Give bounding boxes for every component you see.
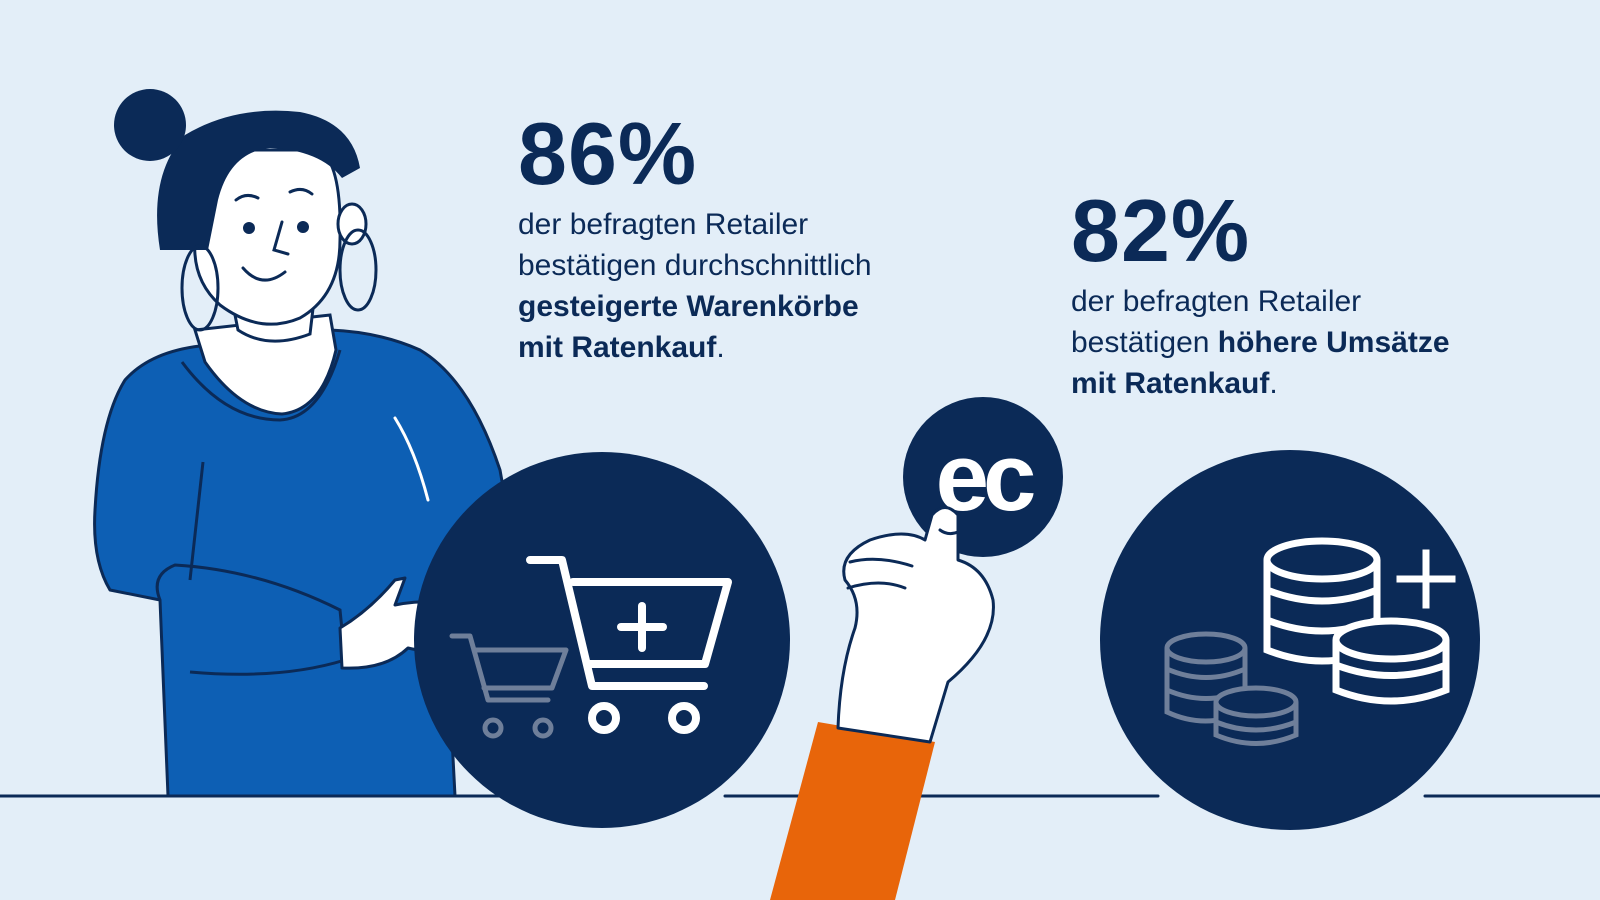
earring-left [180, 244, 220, 332]
stat-period: . [1269, 367, 1278, 400]
stat-highlight: höhere Umsätze [1217, 326, 1450, 359]
hand-with-card: ec [770, 397, 1063, 900]
coins-plus-icon [1263, 537, 1456, 705]
stat-percent: 86% [518, 104, 698, 203]
stat-description: der befragten Retailer bestätigen durchs… [518, 204, 872, 368]
stat-highlight: gesteigerte Warenkörbe [518, 290, 859, 323]
stat-line: bestätigen [1071, 326, 1218, 359]
sleeve [770, 722, 935, 900]
cart-badge [414, 452, 790, 828]
stat-line: bestätigen durchschnittlich [518, 249, 872, 282]
stat-period: . [716, 331, 725, 364]
earring-right [338, 228, 378, 312]
stat-percent: 82% [1071, 181, 1251, 280]
stat-line: der befragten Retailer [518, 208, 809, 241]
stat-line: der befragten Retailer [1071, 285, 1362, 318]
hair-bun [114, 89, 186, 161]
stat-revenue: 82% der befragten Retailer bestätigen hö… [1071, 187, 1450, 404]
shopping-cart-plus-icon [526, 556, 732, 734]
stat-highlight: mit Ratenkauf [518, 331, 717, 364]
hair [157, 110, 360, 250]
stat-description: der befragten Retailer bestätigen höhere… [1071, 281, 1450, 404]
holding-hand [836, 506, 995, 744]
small-cart-icon [449, 633, 569, 739]
coins-badge [1100, 450, 1480, 830]
small-coins-icon [1164, 631, 1299, 746]
stat-highlight: mit Ratenkauf [1071, 367, 1270, 400]
stat-baskets: 86% der befragten Retailer bestätigen du… [518, 110, 872, 368]
